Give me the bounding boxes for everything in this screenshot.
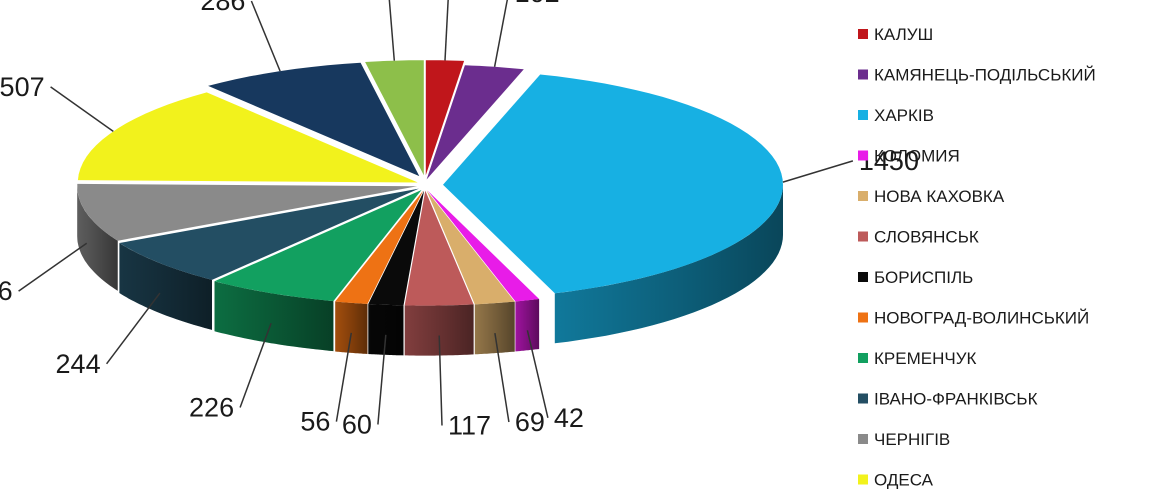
leader-line: [526, 330, 549, 418]
legend-label: КАМЯНЕЦЬ-ПОДІЛЬСЬКИЙ: [874, 66, 1096, 85]
pie-slice-side-shade: [214, 281, 334, 352]
legend-swatch: [858, 150, 868, 161]
leader-line: [388, 0, 396, 61]
data-label: 60: [342, 410, 372, 440]
leader-line: [50, 86, 114, 133]
legend-swatch: [858, 353, 868, 363]
pie-slice: [404, 190, 474, 306]
leader-line: [377, 334, 387, 425]
pie-slice: [335, 190, 424, 304]
data-label: 296: [0, 276, 13, 306]
pie-slice: [214, 190, 422, 302]
data-label: 42: [554, 403, 584, 433]
legend-label: НОВА КАХОВКА: [874, 187, 1005, 206]
legend-swatch: [858, 29, 868, 39]
legend-swatch: [858, 312, 868, 323]
pie-slice: [208, 62, 420, 177]
legend-swatch: [858, 434, 868, 444]
legend-swatch: [858, 110, 868, 120]
leader-line: [493, 0, 509, 67]
pie-slice: [119, 188, 419, 280]
pie-slice: [426, 65, 524, 180]
pie-slice-side-shade: [368, 304, 404, 356]
leader-line: [494, 332, 510, 423]
legend-label: ЧЕРНІГІВ: [874, 430, 950, 449]
legend-swatch: [858, 191, 868, 201]
pie-slice-side-shade: [515, 299, 540, 352]
legend-label: КРЕМЕНЧУК: [874, 349, 976, 368]
legend-label: СЛОВЯНСЬК: [874, 228, 979, 247]
legend-label: НОВОГРАД-ВОЛИНСЬКИЙ: [874, 309, 1089, 328]
data-label: 286: [200, 0, 245, 16]
data-label: 100: [337, 0, 382, 1]
leader-line: [250, 0, 281, 72]
leader-line: [106, 292, 161, 365]
pie-slice: [426, 190, 515, 305]
legend-label: КОЛОМИЯ: [874, 147, 960, 166]
pie-slice: [425, 60, 465, 176]
data-label: 507: [0, 72, 45, 102]
pie-slice-side-shade: [335, 301, 368, 354]
legend-label: ІВАНО-ФРАНКІВСЬК: [874, 390, 1038, 409]
pie-slice-side-shade: [404, 304, 474, 356]
pie-sides: [77, 184, 783, 356]
pie-slice: [443, 74, 783, 294]
legend-label: ОДЕСА: [874, 471, 934, 490]
leader-line: [444, 0, 449, 61]
pie-slice-side-shade: [77, 186, 118, 291]
pie-slice: [77, 183, 418, 241]
legend: КАЛУШ КАМЯНЕЦЬ-ПОДІЛЬСЬКИЙ ХАРКІВ КОЛОМИЯ НО…: [858, 25, 1096, 490]
legend-swatch: [858, 393, 868, 404]
leader-line: [18, 242, 88, 292]
data-label: 69: [515, 407, 545, 437]
pie-tops: [77, 60, 783, 306]
data-label: 117: [448, 411, 491, 441]
data-label: 65: [455, 0, 485, 1]
data-label: 56: [300, 407, 330, 437]
pie-slice: [365, 60, 424, 176]
data-label: 1450: [859, 146, 919, 176]
pie-slice-side-shade: [474, 301, 515, 355]
data-label: 102: [515, 0, 560, 8]
legend-swatch: [858, 69, 868, 80]
legend-label: КАЛУШ: [874, 25, 933, 44]
leader-line: [438, 335, 443, 426]
leader-line: [239, 322, 272, 408]
legend-label: ХАРКІВ: [874, 106, 934, 125]
leader-line: [782, 160, 854, 183]
pie-slice-side-shade: [119, 243, 212, 330]
legend-swatch: [858, 231, 868, 242]
legend-label: БОРИСПІЛЬ: [874, 268, 973, 287]
data-labels: 65 102 1450 42 69 117 60 56 226 244 296 507 286 100: [0, 0, 919, 441]
leader-lines: [18, 0, 854, 426]
data-label: 244: [56, 349, 101, 379]
pie-slice: [368, 190, 425, 306]
leader-line: [335, 332, 353, 422]
pie-slice-side-shade: [554, 184, 783, 344]
legend-swatch: [858, 474, 868, 485]
data-label: 226: [189, 393, 234, 423]
pie-slice: [77, 92, 418, 183]
legend-swatch: [858, 272, 868, 282]
pie-slice: [427, 190, 540, 302]
